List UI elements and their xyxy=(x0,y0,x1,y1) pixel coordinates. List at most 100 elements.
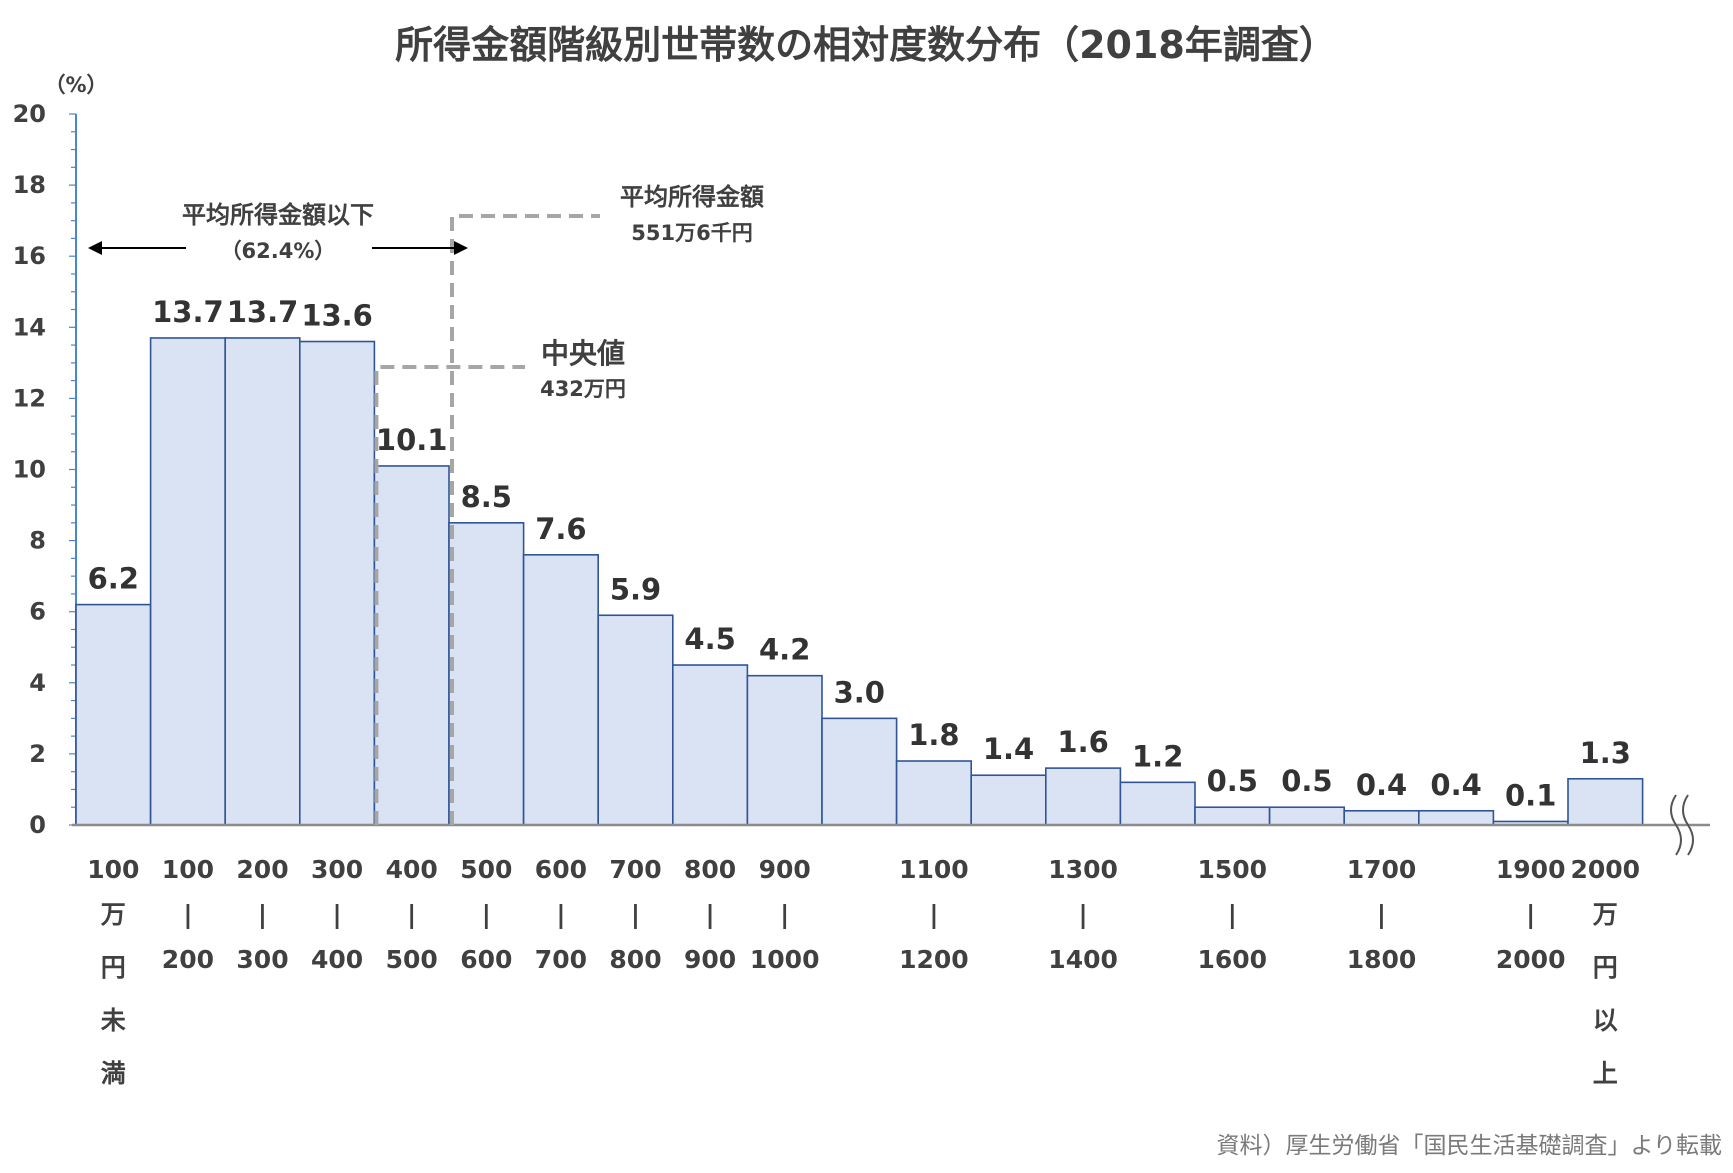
category-label: 700 xyxy=(609,855,661,884)
category-label: 2000 xyxy=(1496,945,1566,974)
mean-label: 平均所得金額 xyxy=(620,183,764,211)
category-label: 以 xyxy=(1593,1006,1618,1035)
category-label: 100 xyxy=(87,855,139,884)
bar xyxy=(597,614,674,826)
value-labels-group: 6.213.7 13.7 13.610.18.57.65.94.5 4.23.01.8… xyxy=(88,295,1631,812)
category-label: | xyxy=(706,900,715,929)
category-label: | xyxy=(1079,900,1088,929)
bars-group xyxy=(72,337,1710,856)
value-label: 0.1 xyxy=(1505,778,1556,812)
category-label: 600 xyxy=(460,945,512,974)
below-mean-label: 平均所得金額以下 xyxy=(182,201,374,229)
category-label: | xyxy=(780,900,789,929)
value-label: 1.8 xyxy=(908,718,959,752)
bar xyxy=(1418,809,1495,826)
category-label: 円 xyxy=(101,953,126,982)
bar xyxy=(1567,777,1644,826)
y-tick-label: 0 xyxy=(29,811,46,839)
value-label: 1.3 xyxy=(1580,736,1631,770)
category-label: 1600 xyxy=(1198,945,1268,974)
below-mean-percent: （62.4%） xyxy=(221,239,336,263)
bar xyxy=(522,554,599,826)
bar xyxy=(1268,806,1345,826)
value-label: 4.2 xyxy=(759,633,810,667)
bar xyxy=(224,337,301,826)
category-label: 円 xyxy=(1593,953,1618,982)
y-tick-label: 6 xyxy=(29,598,46,626)
value-label: 0.5 xyxy=(1281,764,1332,798)
value-label: 0.5 xyxy=(1207,764,1258,798)
category-label: 900 xyxy=(759,855,811,884)
category-label: 800 xyxy=(609,945,661,974)
y-tick-label: 4 xyxy=(29,669,46,697)
y-tick-label: 14 xyxy=(13,313,46,341)
value-label: 1.4 xyxy=(983,732,1034,766)
bar xyxy=(298,340,376,826)
y-tick-label: 8 xyxy=(29,527,46,555)
category-label: 2000 xyxy=(1571,855,1641,884)
bar xyxy=(1045,767,1122,826)
value-label: 1.6 xyxy=(1057,725,1108,759)
category-label: 200 xyxy=(162,945,214,974)
category-label: | xyxy=(333,900,342,929)
value-label: 13.7 xyxy=(227,295,299,329)
category-label: 1200 xyxy=(899,945,969,974)
category-label: 1700 xyxy=(1347,855,1417,884)
category-label: | xyxy=(929,900,938,929)
bar xyxy=(671,664,749,826)
bar xyxy=(75,603,152,826)
category-label: 200 xyxy=(236,855,288,884)
arrow-head-right xyxy=(454,241,468,255)
value-label: 8.5 xyxy=(461,480,512,514)
value-label: 0.4 xyxy=(1356,768,1407,802)
bar xyxy=(746,674,823,826)
category-label: 500 xyxy=(386,945,438,974)
category-label: 上 xyxy=(1593,1059,1618,1088)
bar xyxy=(448,522,525,826)
category-label: | xyxy=(183,900,192,929)
category-label: | xyxy=(1526,900,1535,929)
bar xyxy=(895,760,972,826)
category-label: 400 xyxy=(386,855,438,884)
y-axis-unit: （%） xyxy=(44,73,107,97)
value-label: 1.2 xyxy=(1132,739,1183,773)
category-label: | xyxy=(482,900,491,929)
value-label: 10.1 xyxy=(376,423,448,457)
category-label: 1000 xyxy=(750,945,820,974)
axis-break-mark xyxy=(1670,794,1682,856)
category-label: | xyxy=(1228,900,1237,929)
value-label: 13.6 xyxy=(301,299,373,333)
median-label: 中央値 xyxy=(541,337,625,370)
category-label: 1300 xyxy=(1048,855,1118,884)
y-axis: 0 2 4 6 8 10 12 14 16 18 20 xyxy=(13,100,77,839)
bar xyxy=(970,774,1047,826)
category-label: 300 xyxy=(311,855,363,884)
value-label: 5.9 xyxy=(610,572,661,606)
value-label: 4.5 xyxy=(684,622,735,656)
category-label: 満 xyxy=(101,1059,126,1088)
chart-title: 所得金額階級別世帯数の相対度数分布（2018年調査） xyxy=(395,23,1337,67)
category-label: | xyxy=(1377,900,1386,929)
y-tick-label: 18 xyxy=(13,171,46,199)
category-label: 万 xyxy=(101,900,126,929)
bar xyxy=(373,465,450,826)
median-value: 432万円 xyxy=(540,377,626,401)
y-tick-label: 2 xyxy=(29,740,46,768)
mean-value: 551万6千円 xyxy=(631,221,752,245)
bar xyxy=(1119,781,1196,826)
category-label: 900 xyxy=(684,945,736,974)
category-label: 未 xyxy=(101,1006,126,1035)
mean-line xyxy=(450,214,600,825)
category-label: 1500 xyxy=(1198,855,1268,884)
category-label: 400 xyxy=(311,945,363,974)
median-line xyxy=(374,365,525,825)
y-tick-label: 16 xyxy=(13,242,46,270)
category-label: 1900 xyxy=(1496,855,1566,884)
value-label: 13.7 xyxy=(152,295,224,329)
category-label: 500 xyxy=(460,855,512,884)
value-label: 6.2 xyxy=(88,562,139,596)
category-label: 700 xyxy=(535,945,587,974)
y-tick-label: 20 xyxy=(13,100,46,128)
